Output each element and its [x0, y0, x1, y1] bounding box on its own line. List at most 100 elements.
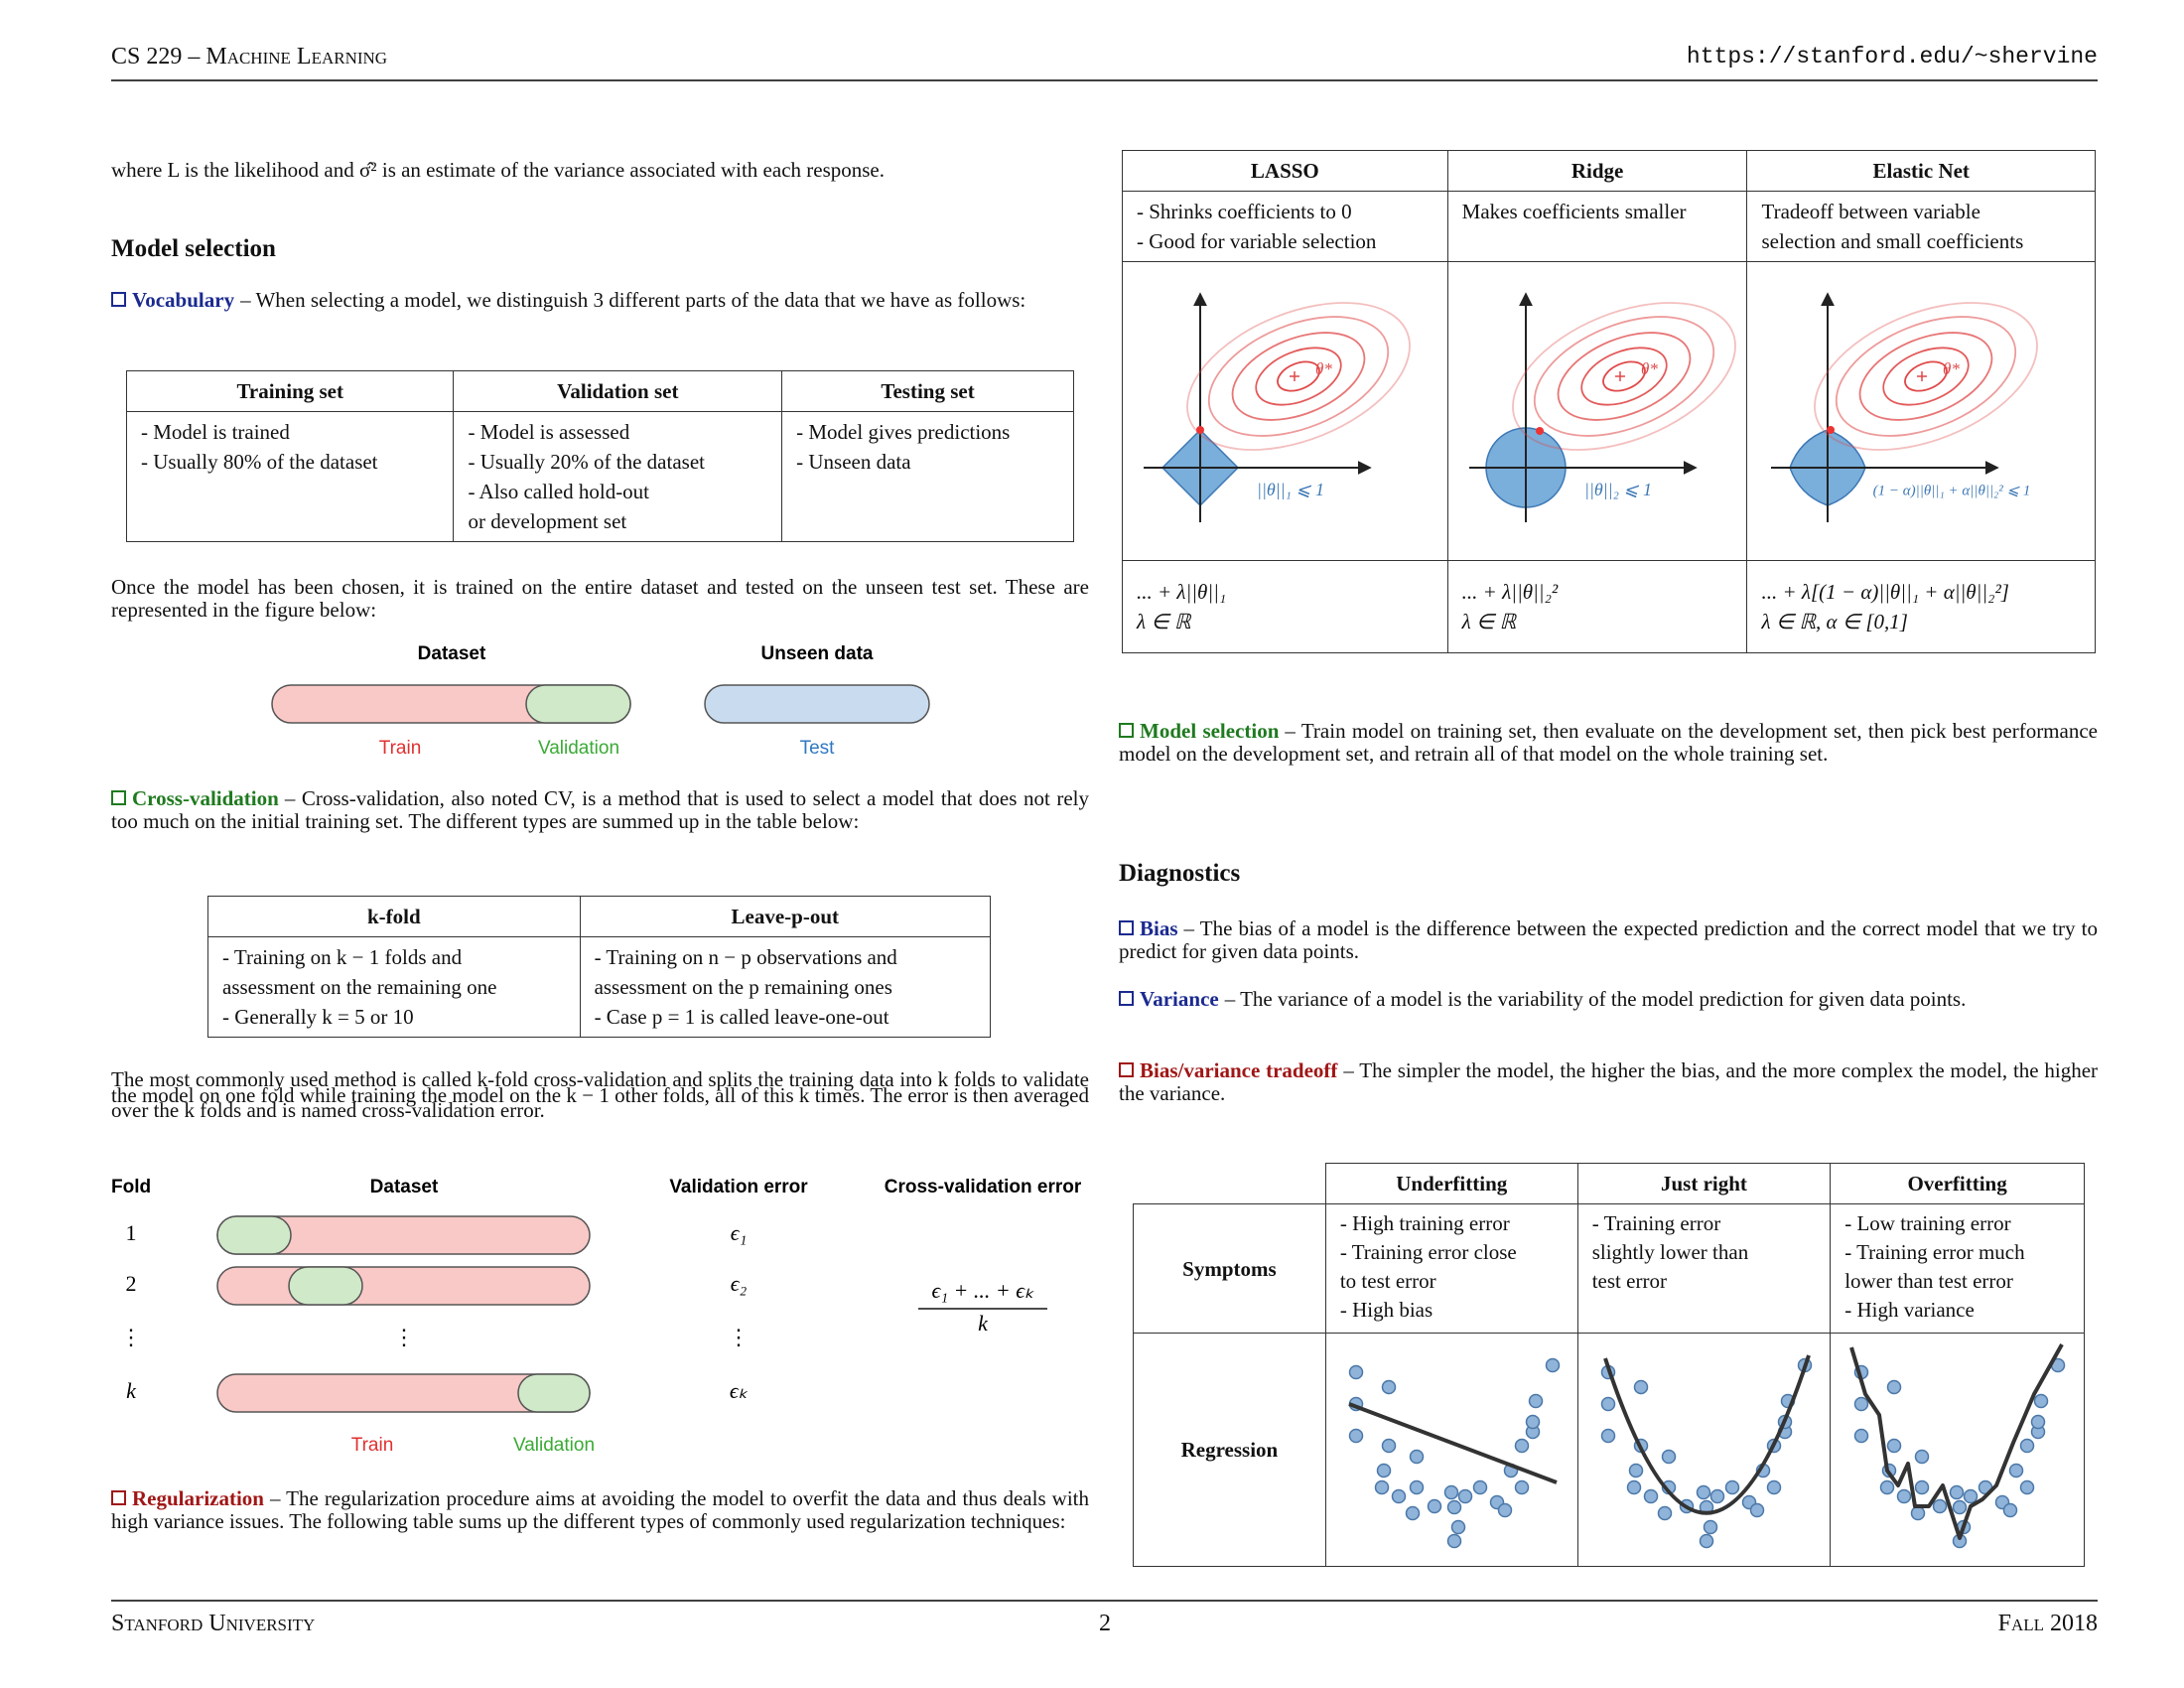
cell-line: - Generally k = 5 or 10 — [222, 1005, 414, 1029]
domain: λ ∈ ℝ, α ∈ [0,1] — [1761, 610, 1908, 633]
cell: - Model is assessed - Usually 20% of the … — [453, 411, 783, 542]
cell-line: or development set — [468, 509, 627, 533]
column-header: Elastic Net — [1746, 150, 2096, 192]
cell: Makes coefficients smaller — [1446, 191, 1748, 262]
domain: λ ∈ ℝ — [1461, 610, 1517, 633]
column-header: k-fold — [207, 896, 581, 937]
cell-line: - High training error — [1339, 1211, 1510, 1235]
fold-label: k — [126, 1378, 137, 1403]
header-row: LASSO Ridge Elastic Net — [1122, 150, 2096, 192]
page-number: 2 — [1099, 1611, 1111, 1636]
label: Train — [351, 1435, 394, 1456]
cell-line: Makes coefficients smaller — [1461, 200, 1687, 223]
column-header: Dataset — [370, 1177, 439, 1197]
cell-line: - High bias — [1339, 1298, 1433, 1322]
fold-label: 1 — [126, 1220, 137, 1245]
cell-line: - Model gives predictions — [796, 420, 1011, 444]
cell-line: assessment on the p remaining ones — [594, 975, 892, 999]
label: Train — [379, 738, 422, 759]
data-table: Training set Validation set Testing set - M… — [125, 370, 1074, 542]
lead: Regularization — [132, 1486, 264, 1510]
bullet-box — [1119, 1062, 1134, 1077]
paragraph: Bias – The bias of a model is the differe… — [1119, 917, 2098, 962]
cell-line: - Usually 80% of the dataset — [141, 450, 378, 474]
text: – The regularization procedure aims at a… — [111, 1486, 1089, 1533]
row: - Training on k − 1 folds and assessment … — [207, 936, 992, 1038]
cell-line: - Also called hold-out — [468, 480, 650, 503]
intro: where L is the likelihood and σ̂² is an … — [111, 158, 885, 182]
text: – The simpler the model, the higher the … — [1119, 1058, 2099, 1105]
label: Unseen data — [761, 643, 874, 664]
formula-row: ... + λ||θ||₁ λ ∈ ℝ ... + λ||θ||₂² λ ∈ ℝ...… — [1122, 560, 2096, 653]
diagram-cell — [1446, 261, 1748, 561]
bullet-box — [1119, 723, 1134, 738]
plot-cell — [1324, 1333, 1578, 1567]
penalty: ... + λ||θ||₂² — [1461, 580, 1559, 604]
cell-line: slightly lower than — [1591, 1240, 1749, 1264]
cell-line: - Model is trained — [141, 420, 290, 444]
row: Regression — [1133, 1333, 2085, 1567]
diagram-cell — [1746, 261, 2096, 561]
bullet-box — [1119, 991, 1134, 1006]
cv-numerator: ϵ₁ + ... + ϵₖ — [932, 1278, 1035, 1303]
fold-figure: Fold Dataset Validation error Cross-vali… — [111, 1177, 1082, 1456]
cell-line: Tradeoff between variable — [1761, 200, 1980, 223]
column-header: Training set — [125, 370, 455, 412]
cell-line: to test error — [1339, 1269, 1436, 1293]
header-row: Training set Validation set Testing set — [125, 370, 1074, 412]
column-header: Fold — [111, 1177, 151, 1197]
cell: ... + λ||θ||₂² λ ∈ ℝ — [1446, 560, 1748, 653]
text: – The variance of a model is the variabi… — [1224, 987, 1967, 1011]
row: - Shrinks coefficients to 0 - Good for va… — [1122, 191, 2096, 262]
column-header: Leave-p-out — [579, 896, 992, 937]
column-header: LASSO — [1122, 150, 1448, 192]
cell-line: - Good for variable selection — [1137, 229, 1377, 253]
cell-line: - Model is assessed — [468, 420, 630, 444]
error: ϵ₂ — [731, 1271, 748, 1296]
cell: - Training on n − p observations and asse… — [579, 936, 992, 1038]
footer-right: Fall 2018 — [1997, 1611, 2098, 1636]
diagram-row — [1122, 261, 2096, 561]
paragraph: Bias/variance tradeoff – The simpler the … — [1119, 1059, 2098, 1104]
label: Validation — [513, 1435, 595, 1456]
cell-line: - High variance — [1844, 1298, 1975, 1322]
row: Symptoms - High training error - Training … — [1133, 1203, 2085, 1334]
cell: - Training on k − 1 folds and assessment … — [207, 936, 581, 1038]
lead: Variance — [1140, 987, 1219, 1011]
cell-line: - Unseen data — [796, 450, 911, 474]
cell: ... + λ||θ||₁ λ ∈ ℝ — [1122, 560, 1448, 653]
cell: - Model gives predictions - Unseen data — [781, 411, 1074, 542]
fold-label: ⋮ — [120, 1325, 142, 1349]
paragraph: Cross-validation – Cross-validation, also… — [111, 787, 1089, 832]
cell-line: assessment on the remaining one — [222, 975, 497, 999]
corner — [1133, 1163, 1326, 1204]
text: – Train model on training set, then eval… — [1119, 719, 2098, 766]
bias-variance-table: Underfitting Just right Overfitting Symptom… — [1133, 1163, 2085, 1567]
paragraph: Once the model has been chosen, it is tr… — [111, 575, 1089, 622]
text: – When selecting a model, we distinguish… — [240, 288, 1026, 312]
split-figure: Dataset Unseen data Train Validation Tes… — [271, 643, 930, 759]
cv-denominator: k — [978, 1311, 989, 1336]
cell-line: test error — [1591, 1269, 1667, 1293]
lead: Cross-validation — [132, 786, 279, 810]
regularization-table: LASSO Ridge Elastic Net - Shrinks coefficie… — [1122, 150, 2096, 653]
plot-cell — [1830, 1333, 2085, 1567]
cell-line: - Case p = 1 is called leave-one-out — [594, 1005, 889, 1029]
header-row: k-fold Leave-p-out — [207, 896, 992, 937]
column-header: Underfitting — [1324, 1163, 1578, 1204]
cell: - Shrinks coefficients to 0 - Good for va… — [1122, 191, 1448, 262]
cell-line: - Shrinks coefficients to 0 — [1137, 200, 1352, 223]
cell-line: lower than test error — [1844, 1269, 2013, 1293]
label: Validation — [538, 738, 619, 759]
cell: - Low training error - Training error muc… — [1830, 1203, 2085, 1334]
column-header: Cross-validation error — [885, 1177, 1082, 1197]
column-header: Validation error — [669, 1177, 808, 1197]
row: - Model is trained - Usually 80% of the d… — [125, 411, 1074, 542]
dataset-dots: ⋮ — [393, 1325, 415, 1349]
column-header: Validation set — [453, 370, 783, 412]
cell-line: - Training error close — [1339, 1240, 1517, 1264]
cell: ... + λ[(1 − α)||θ||₁ + α||θ||₂²] λ ∈ ℝ, … — [1746, 560, 2096, 653]
text: – The bias of a model is the difference … — [1119, 916, 2098, 963]
header-url: https://stanford.edu/~shervine — [1686, 44, 2098, 70]
